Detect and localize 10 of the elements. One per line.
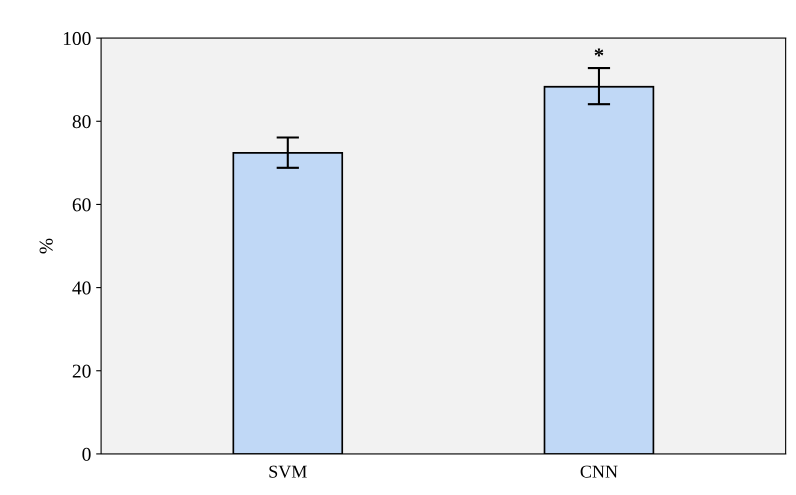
y-tick-label: 60 [72,198,91,212]
y-tick-label: 80 [72,115,91,128]
y-tick-label: 40 [72,281,91,295]
annotation: * [594,48,604,56]
x-tick-label: SVM [269,466,307,478]
y-tick-label: 0 [82,448,91,461]
y-tick-label: 20 [72,364,91,378]
x-tick-label: CNN [580,466,618,478]
y-axis-title: % [40,238,53,254]
y-tick-label: 100 [64,32,91,46]
